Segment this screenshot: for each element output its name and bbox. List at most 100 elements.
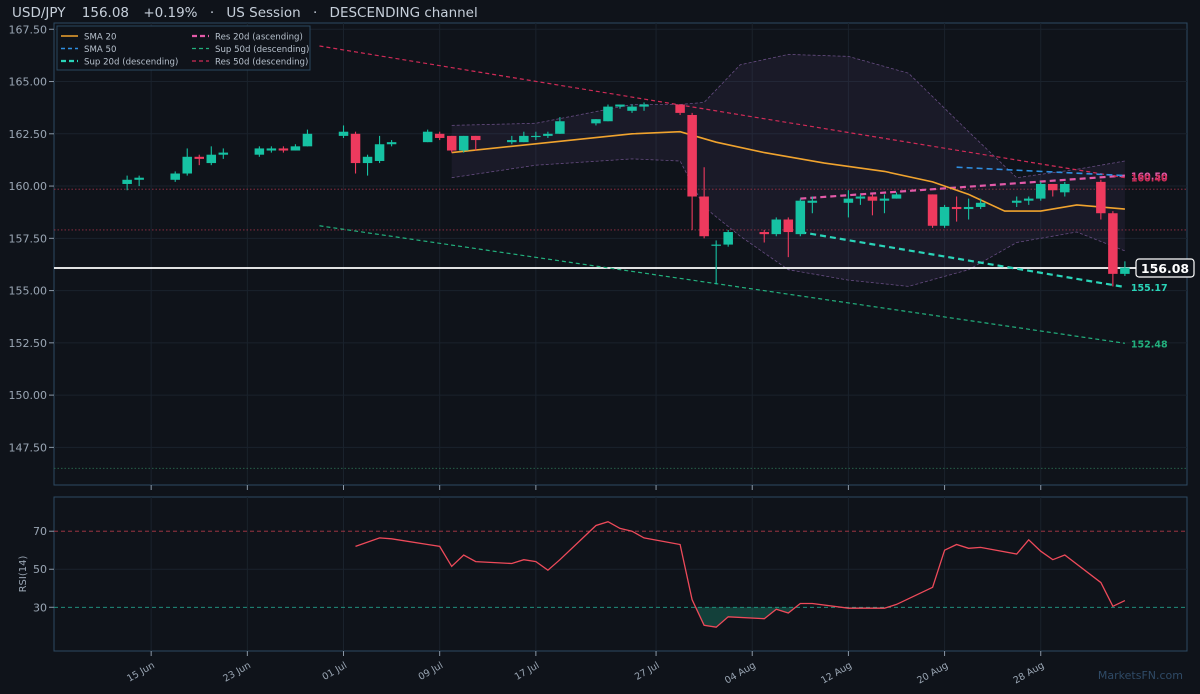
current-price-tag-box — [1135, 258, 1195, 278]
legend-label: Sup 20d (descending) — [84, 58, 178, 68]
candle-up — [723, 229, 733, 247]
candle-up — [422, 129, 433, 143]
rsi-line — [355, 520, 1126, 628]
candle-up — [1060, 181, 1070, 197]
res-50d-trendline — [319, 45, 1125, 179]
candle-body — [783, 219, 794, 233]
candle-body — [1060, 183, 1070, 193]
sma20-line — [451, 130, 1125, 212]
candle-up — [170, 171, 180, 182]
price-label: 156.08 — [82, 5, 129, 21]
rsi-y-tick-label: 50 — [33, 563, 47, 576]
candle-up — [543, 131, 553, 138]
candle-body — [771, 219, 782, 235]
candle-body — [362, 156, 373, 164]
candle-up — [963, 198, 974, 220]
candle-body — [266, 148, 277, 151]
candle-body — [218, 152, 229, 155]
candle-body — [843, 198, 854, 203]
x-tick-label: 15 Jun — [125, 660, 156, 685]
sup-20d-trendline — [800, 230, 1126, 289]
candle-body — [182, 156, 192, 174]
candle-body — [615, 104, 625, 107]
session-label: US Session — [226, 5, 300, 21]
separator-1: · — [210, 5, 214, 21]
candle-down — [675, 104, 685, 115]
sup-50d-trendline-label: 152.48 — [1131, 339, 1168, 350]
sma50-line — [956, 166, 1125, 177]
candle-down — [867, 194, 878, 216]
candle-body — [122, 179, 132, 184]
candle-body — [290, 146, 301, 151]
candle-down — [1048, 183, 1058, 197]
candle-body — [867, 196, 878, 201]
candle-body — [939, 206, 950, 226]
candle-body — [543, 133, 553, 136]
candle-up — [386, 140, 397, 147]
candle-up — [302, 129, 313, 147]
candle-down — [759, 229, 770, 243]
y-tick-label: 162.50 — [9, 128, 48, 141]
legend-label: SMA 50 — [84, 45, 116, 55]
y-tick-label: 152.50 — [9, 337, 48, 350]
x-tick-label: 09 Jul — [417, 660, 446, 683]
candle-body — [374, 144, 385, 161]
candle-down — [278, 146, 289, 153]
candle-body — [1120, 267, 1130, 274]
y-tick-label: 165.00 — [9, 76, 48, 89]
candle-down — [194, 154, 205, 166]
candles — [122, 102, 1130, 287]
candle-body — [1048, 183, 1058, 191]
watermark: MarketsFN.com — [1098, 669, 1183, 682]
candle-body — [1011, 200, 1022, 203]
separator-2: · — [313, 5, 317, 21]
rsi-axis-label: RSI(14) — [18, 556, 29, 593]
grid-lines — [54, 23, 1187, 485]
y-tick-label: 160.00 — [9, 180, 48, 193]
x-tick-label: 23 Jun — [221, 660, 252, 685]
candle-up — [627, 104, 637, 113]
x-tick-label: 27 Jul — [633, 660, 662, 683]
sup-20d-trendline-label: 155.17 — [1131, 283, 1168, 294]
candle-down — [470, 135, 481, 151]
candle-body — [1023, 198, 1034, 201]
candle-up — [975, 198, 986, 210]
candle-body — [170, 173, 180, 180]
candle-body — [927, 194, 938, 226]
candle-up — [266, 146, 277, 153]
current-price-tag-text: 156.08 — [1141, 261, 1189, 276]
candle-up — [795, 198, 806, 237]
candle-body — [1035, 183, 1046, 199]
candle-body — [434, 133, 445, 138]
candle-up — [591, 119, 601, 126]
y-tick-label: 157.50 — [9, 232, 48, 245]
candle-body — [699, 196, 709, 237]
candle-up — [939, 204, 950, 228]
candle-up — [338, 125, 349, 138]
candle-down — [1096, 179, 1106, 220]
candle-down — [783, 217, 794, 258]
candle-up — [891, 192, 902, 199]
candle-up — [615, 104, 625, 109]
candle-up — [507, 135, 517, 145]
candle-body — [1096, 181, 1106, 214]
bollinger-fill — [451, 54, 1125, 287]
candle-up — [771, 217, 782, 237]
rsi-oversold-fill — [695, 607, 888, 628]
legend-sup50: Sup 50d (descending) — [192, 45, 309, 55]
x-tick-label: 20 Aug — [915, 660, 950, 686]
channel-label: DESCENDING channel — [330, 5, 478, 21]
candle-up — [519, 131, 529, 143]
candle-body — [350, 133, 361, 164]
candle-body — [627, 106, 637, 111]
price-panel-frame — [53, 22, 1188, 486]
candle-body — [639, 104, 649, 107]
candle-up — [1023, 196, 1034, 205]
candle-body — [422, 131, 433, 143]
candle-down — [1108, 211, 1118, 287]
rsi-y-tick-label: 70 — [33, 525, 47, 538]
candle-up — [290, 144, 301, 151]
candle-body — [302, 133, 313, 147]
candle-up — [807, 196, 818, 214]
